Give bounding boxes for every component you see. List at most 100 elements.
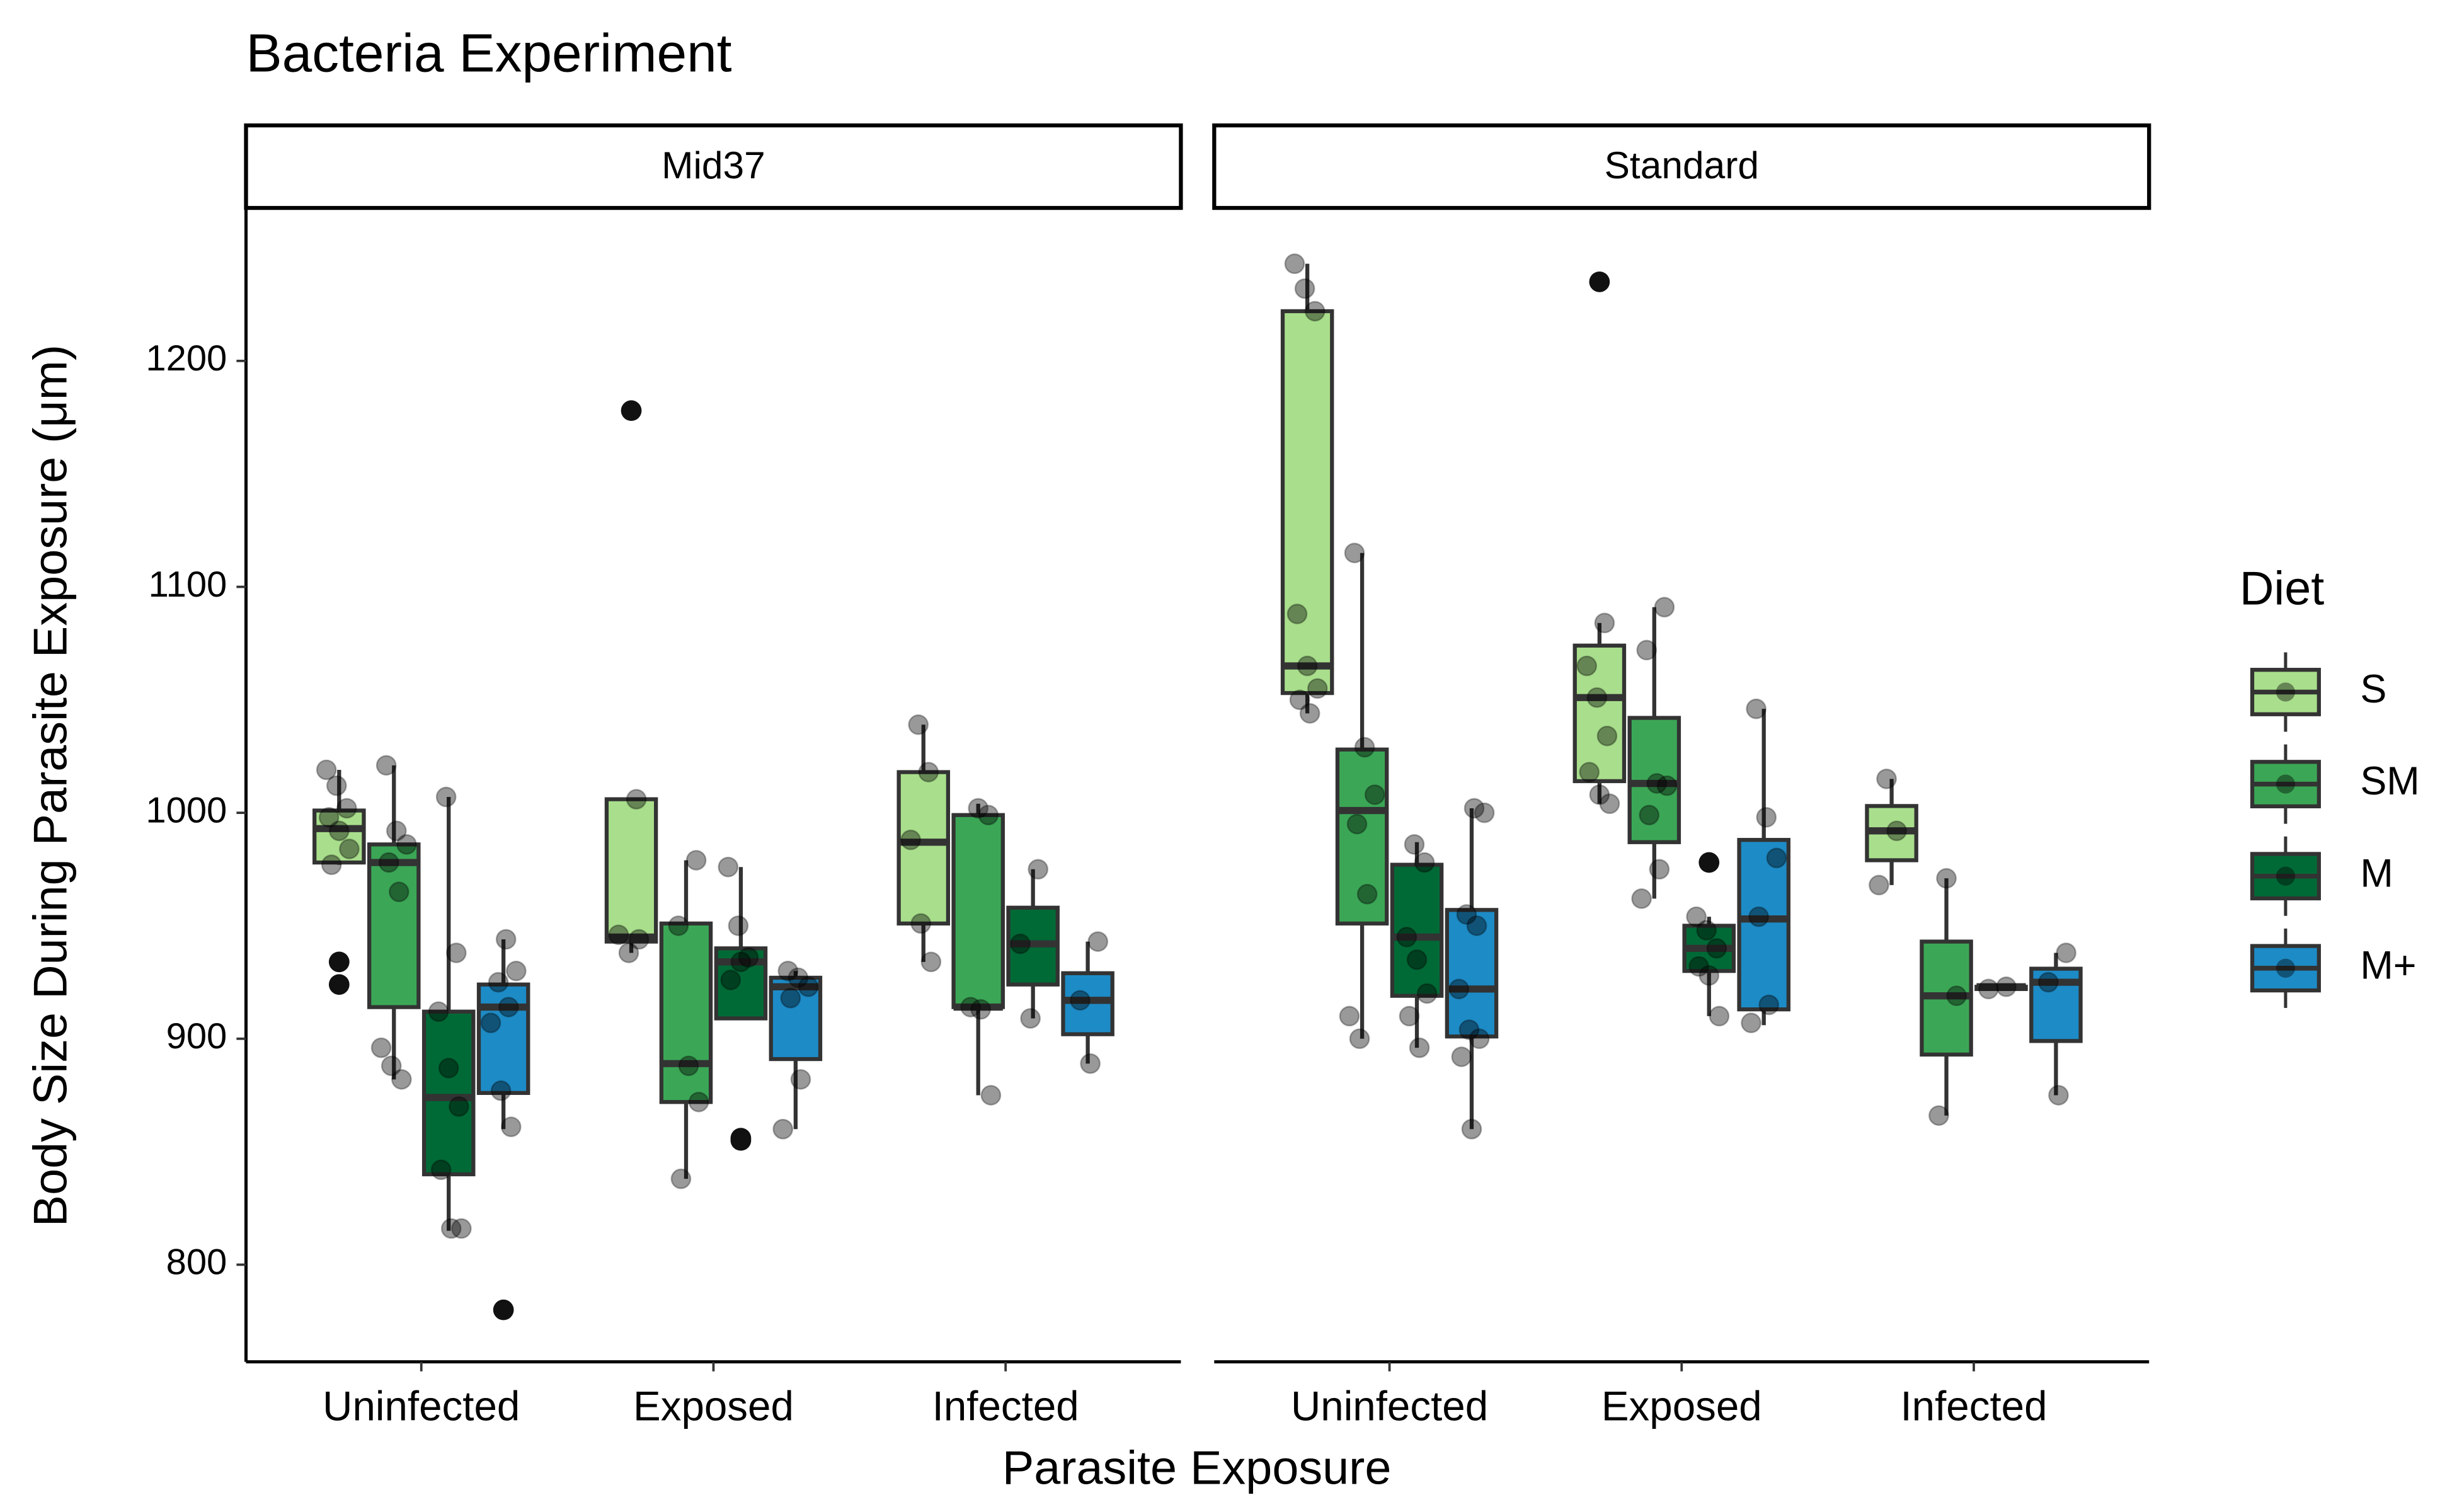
point (1636, 639, 1658, 661)
point (1406, 949, 1428, 970)
point (1307, 678, 1328, 699)
x-tick-label: Uninfected (323, 1383, 520, 1429)
point (738, 947, 759, 968)
y-tick-label: 900 (166, 1016, 227, 1057)
point (336, 798, 357, 819)
point (388, 881, 410, 903)
point (1087, 931, 1109, 952)
point (900, 829, 921, 850)
point (1936, 868, 1957, 889)
box (367, 842, 421, 1009)
y-axis-title: Body Size During Parasite Exposure (μm) (25, 345, 77, 1227)
legend-dot (2276, 866, 2296, 886)
point (1020, 1008, 1041, 1029)
point (1339, 1005, 1360, 1027)
point (1876, 768, 1897, 789)
point (1946, 985, 1967, 1007)
point (1596, 725, 1618, 747)
point (1631, 888, 1652, 909)
point (1766, 847, 1787, 869)
point (798, 976, 819, 997)
point (1649, 859, 1670, 880)
point (1594, 612, 1615, 634)
point (1686, 906, 1707, 927)
point (1070, 990, 1091, 1011)
legend-dot (2276, 958, 2296, 978)
point (386, 820, 407, 842)
point (1284, 253, 1305, 275)
outlier (1589, 271, 1610, 292)
point (2037, 971, 2059, 993)
point (328, 820, 350, 842)
point (1354, 736, 1375, 758)
strip-label: Standard (1605, 144, 1759, 186)
strip-box (1212, 123, 2151, 210)
point (440, 1218, 462, 1239)
point (772, 1118, 794, 1140)
point (628, 929, 650, 950)
point (980, 1085, 1002, 1106)
point (438, 1058, 459, 1079)
point (718, 856, 739, 878)
box (604, 797, 658, 944)
point (1399, 1005, 1420, 1027)
point (978, 805, 999, 826)
point (1688, 956, 1710, 977)
point (396, 833, 417, 855)
point (1409, 1037, 1430, 1058)
point (498, 997, 519, 1017)
legend-label: M (2360, 851, 2393, 895)
point (730, 951, 752, 973)
legend-label: SM (2360, 759, 2419, 803)
point (1589, 784, 1610, 805)
point (1010, 933, 1031, 954)
point (1469, 1028, 1490, 1050)
point (500, 1116, 522, 1138)
point (339, 839, 360, 859)
point (428, 1001, 449, 1022)
point (1356, 883, 1378, 905)
strip-label: Mid37 (662, 144, 765, 186)
outlier (621, 400, 642, 421)
x-axis-title: Parasite Exposure (1002, 1441, 1392, 1494)
point (1346, 813, 1368, 835)
y-tick-label: 1000 (146, 790, 227, 830)
point (908, 714, 929, 735)
point (326, 775, 347, 796)
point (728, 915, 749, 936)
point (918, 762, 939, 782)
point (790, 1068, 811, 1090)
point (1349, 1028, 1370, 1050)
box (659, 921, 713, 1104)
point (1869, 874, 1889, 896)
outlier (328, 974, 350, 995)
point (1458, 1019, 1480, 1040)
box (1335, 747, 1389, 926)
point (1474, 802, 1495, 823)
point (1456, 904, 1477, 925)
box (769, 975, 823, 1062)
box (312, 808, 366, 865)
point (1466, 915, 1487, 936)
point (668, 915, 689, 936)
point (318, 806, 340, 828)
point (1696, 920, 1717, 941)
point (968, 798, 989, 819)
point (1448, 978, 1470, 1000)
point (685, 850, 707, 871)
point (445, 942, 467, 963)
point (1746, 698, 1767, 719)
point (1978, 978, 1999, 1000)
point (788, 967, 809, 988)
point (777, 960, 799, 982)
point (618, 942, 639, 963)
point (678, 1055, 699, 1077)
point (1404, 833, 1425, 855)
point (1886, 820, 1908, 842)
box (476, 982, 530, 1096)
legend-dot (2276, 682, 2296, 702)
point (480, 1012, 501, 1034)
point (490, 1080, 512, 1101)
